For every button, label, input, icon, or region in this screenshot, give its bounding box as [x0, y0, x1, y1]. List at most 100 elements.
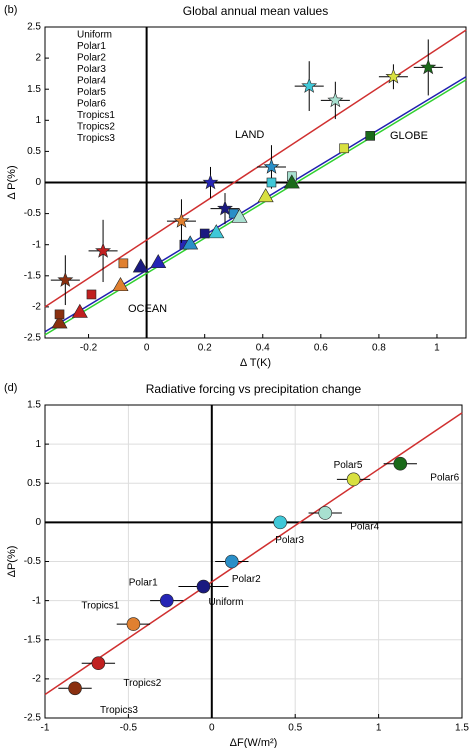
point — [173, 212, 190, 228]
y-tick-label: 0 — [35, 517, 41, 528]
x-tick-label: 0.5 — [288, 723, 302, 734]
legend-entry: Tropics1 — [77, 110, 115, 121]
legend-entry: Uniform — [77, 30, 112, 41]
fit-line — [44, 79, 467, 336]
y-tick-label: -1 — [32, 595, 41, 606]
y-tick-label: 1 — [35, 115, 41, 126]
x-tick-label: -0.2 — [80, 343, 98, 354]
point — [365, 131, 375, 141]
point — [327, 92, 344, 108]
y-tick-label: 1 — [35, 439, 41, 450]
panel-label: (b) — [4, 4, 17, 16]
x-tick-label: 1 — [434, 343, 440, 354]
x-tick-label: 1.5 — [455, 723, 469, 734]
point-label: Polar1 — [129, 577, 158, 588]
x-tick-label: 0 — [209, 723, 215, 734]
point — [318, 506, 333, 520]
chart-title: Radiative forcing vs precipitation chang… — [146, 382, 362, 396]
y-tick-label: 1.5 — [27, 400, 41, 411]
point-label: Polar2 — [232, 574, 261, 585]
point — [208, 224, 225, 239]
point — [95, 242, 112, 258]
point — [225, 554, 239, 569]
y-tick-label: 0.5 — [27, 478, 41, 489]
point — [420, 59, 437, 75]
y-tick-label: -2.5 — [24, 333, 42, 344]
plot-frame — [44, 404, 463, 719]
x-tick-label: -1 — [41, 723, 50, 734]
point — [159, 593, 174, 608]
point-label: Uniform — [208, 597, 243, 608]
x-tick-label: 0.2 — [198, 343, 212, 354]
point — [257, 188, 274, 203]
legend-entry: Polar2 — [77, 53, 106, 64]
point-label: Tropics1 — [81, 601, 119, 612]
y-axis-label: ΔP(%) — [6, 546, 18, 578]
x-tick-label: 1 — [376, 723, 382, 734]
y-tick-label: -1.5 — [24, 270, 42, 281]
legend-entry: Tropics3 — [77, 133, 115, 144]
point — [301, 77, 318, 93]
legend-entry: Polar3 — [77, 64, 106, 75]
point — [393, 456, 408, 471]
y-tick-label: -1.5 — [24, 634, 42, 645]
legend-entry: Polar1 — [77, 41, 106, 52]
legend-entry: Polar5 — [77, 87, 106, 98]
fit-line — [44, 29, 467, 308]
point — [196, 579, 211, 594]
y-tick-label: -2.5 — [24, 713, 42, 724]
legend-entry: Polar4 — [77, 76, 106, 87]
y-tick-label: -0.5 — [24, 556, 42, 567]
point-label: Tropics3 — [100, 705, 138, 716]
panel-label: (d) — [4, 382, 17, 394]
fit-label: LAND — [235, 129, 264, 141]
point-label: Polar6 — [430, 472, 459, 483]
point — [283, 174, 300, 189]
point — [118, 258, 129, 269]
point — [71, 303, 88, 318]
point — [57, 271, 74, 287]
point — [86, 289, 97, 300]
point — [91, 656, 106, 671]
y-tick-label: 0 — [35, 177, 41, 188]
legend-entry: Polar6 — [77, 99, 106, 110]
x-tick-label: 0 — [144, 343, 150, 354]
y-tick-label: -1 — [32, 239, 41, 250]
y-tick-label: 1.5 — [27, 84, 41, 95]
point — [199, 228, 210, 239]
fit-label: OCEAN — [128, 303, 167, 315]
y-tick-label: -2 — [32, 674, 41, 685]
y-axis-label: Δ P(%) — [6, 165, 18, 199]
point — [68, 681, 82, 696]
x-tick-label: 0.6 — [314, 343, 328, 354]
fit-line — [44, 412, 463, 696]
point — [150, 254, 167, 269]
x-tick-label: 0.8 — [372, 343, 386, 354]
y-tick-label: 2.5 — [27, 22, 41, 33]
point-label: Polar4 — [350, 522, 379, 533]
point — [54, 309, 65, 320]
point-label: Tropics2 — [123, 678, 161, 689]
point — [202, 174, 219, 190]
y-tick-label: 0.5 — [27, 146, 41, 157]
y-tick-label: 2 — [35, 53, 41, 64]
point-label: Polar5 — [334, 460, 363, 471]
point — [231, 208, 248, 223]
point — [385, 68, 402, 84]
point — [132, 258, 149, 273]
point — [273, 515, 287, 530]
point — [182, 235, 199, 250]
legend-entry: Tropics2 — [77, 122, 115, 133]
point — [126, 617, 141, 631]
point-label: Polar3 — [275, 535, 304, 546]
x-tick-label: -0.5 — [120, 723, 138, 734]
x-axis-label: Δ T(K) — [240, 357, 271, 369]
point — [217, 200, 233, 216]
point — [112, 277, 129, 292]
point — [346, 472, 361, 487]
y-tick-label: -0.5 — [24, 208, 42, 219]
y-tick-label: -2 — [32, 302, 41, 313]
x-tick-label: 0.4 — [256, 343, 270, 354]
x-axis-label: ΔF(W/m²) — [230, 737, 278, 748]
